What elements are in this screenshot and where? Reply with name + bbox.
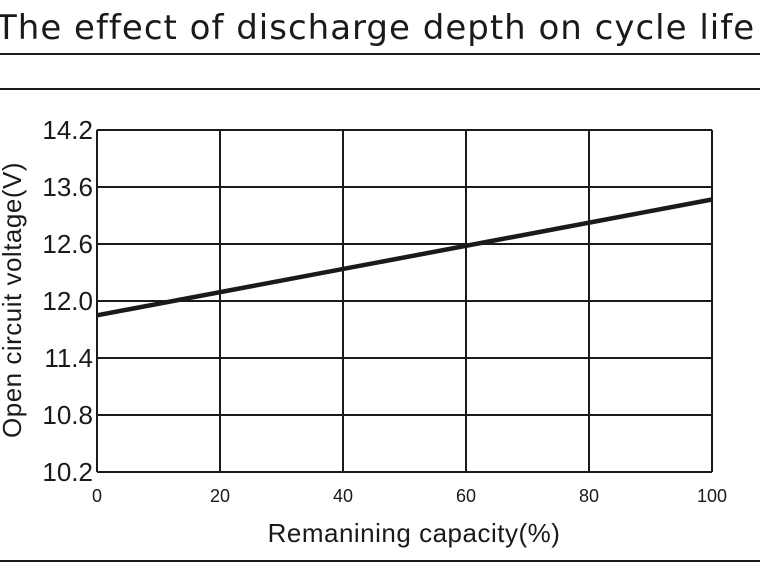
y-axis-label: Open circuit voltage(V) [0, 162, 27, 438]
x-axis-label: Remanining capacity(%) [268, 518, 561, 548]
x-tick-label: 80 [579, 486, 599, 506]
x-tick-label: 0 [92, 486, 102, 506]
x-tick-label: 40 [333, 486, 353, 506]
y-tick-label: 14.2 [42, 115, 93, 145]
section-divider [0, 88, 760, 90]
y-tick-label: 12.0 [42, 286, 93, 316]
y-tick-label: 11.4 [44, 343, 93, 373]
x-tick-label: 20 [210, 486, 230, 506]
chart-tick-labels: 14.2 13.6 12.6 12.0 11.4 10.8 10.20 20 40 60 80 100 [42, 115, 727, 506]
chart-grid [96, 129, 713, 473]
y-tick-label: 12.6 [42, 229, 93, 259]
page-title: The effect of discharge depth on cycle l… [0, 8, 756, 48]
bottom-divider [0, 560, 760, 562]
x-tick-label: 60 [456, 486, 476, 506]
y-tick-label: 13.6 [42, 172, 93, 202]
y-tick-label: 10.8 [42, 400, 93, 430]
title-divider [0, 53, 760, 55]
x-tick-label: 100 [697, 486, 727, 506]
series-line [96, 197, 713, 318]
chart-series [96, 197, 713, 318]
y-tick-label: 10.2 [42, 457, 93, 487]
